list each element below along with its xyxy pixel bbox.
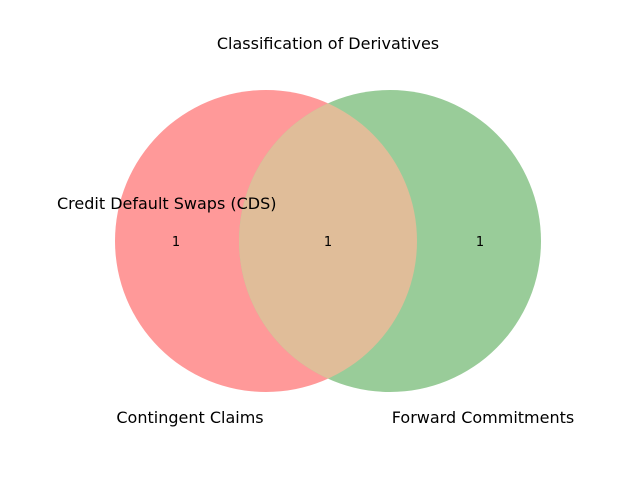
right-only-count: 1 [476,235,484,250]
contingent-claims-label: Contingent Claims [116,408,263,427]
forward-commitments-label: Forward Commitments [392,408,574,427]
left-only-count: 1 [172,235,180,250]
cds-annotation-label: Credit Default Swaps (CDS) [57,194,277,213]
intersection-region [239,90,417,392]
diagram-title: Classification of Derivatives [217,34,439,53]
intersection-count: 1 [324,235,332,250]
